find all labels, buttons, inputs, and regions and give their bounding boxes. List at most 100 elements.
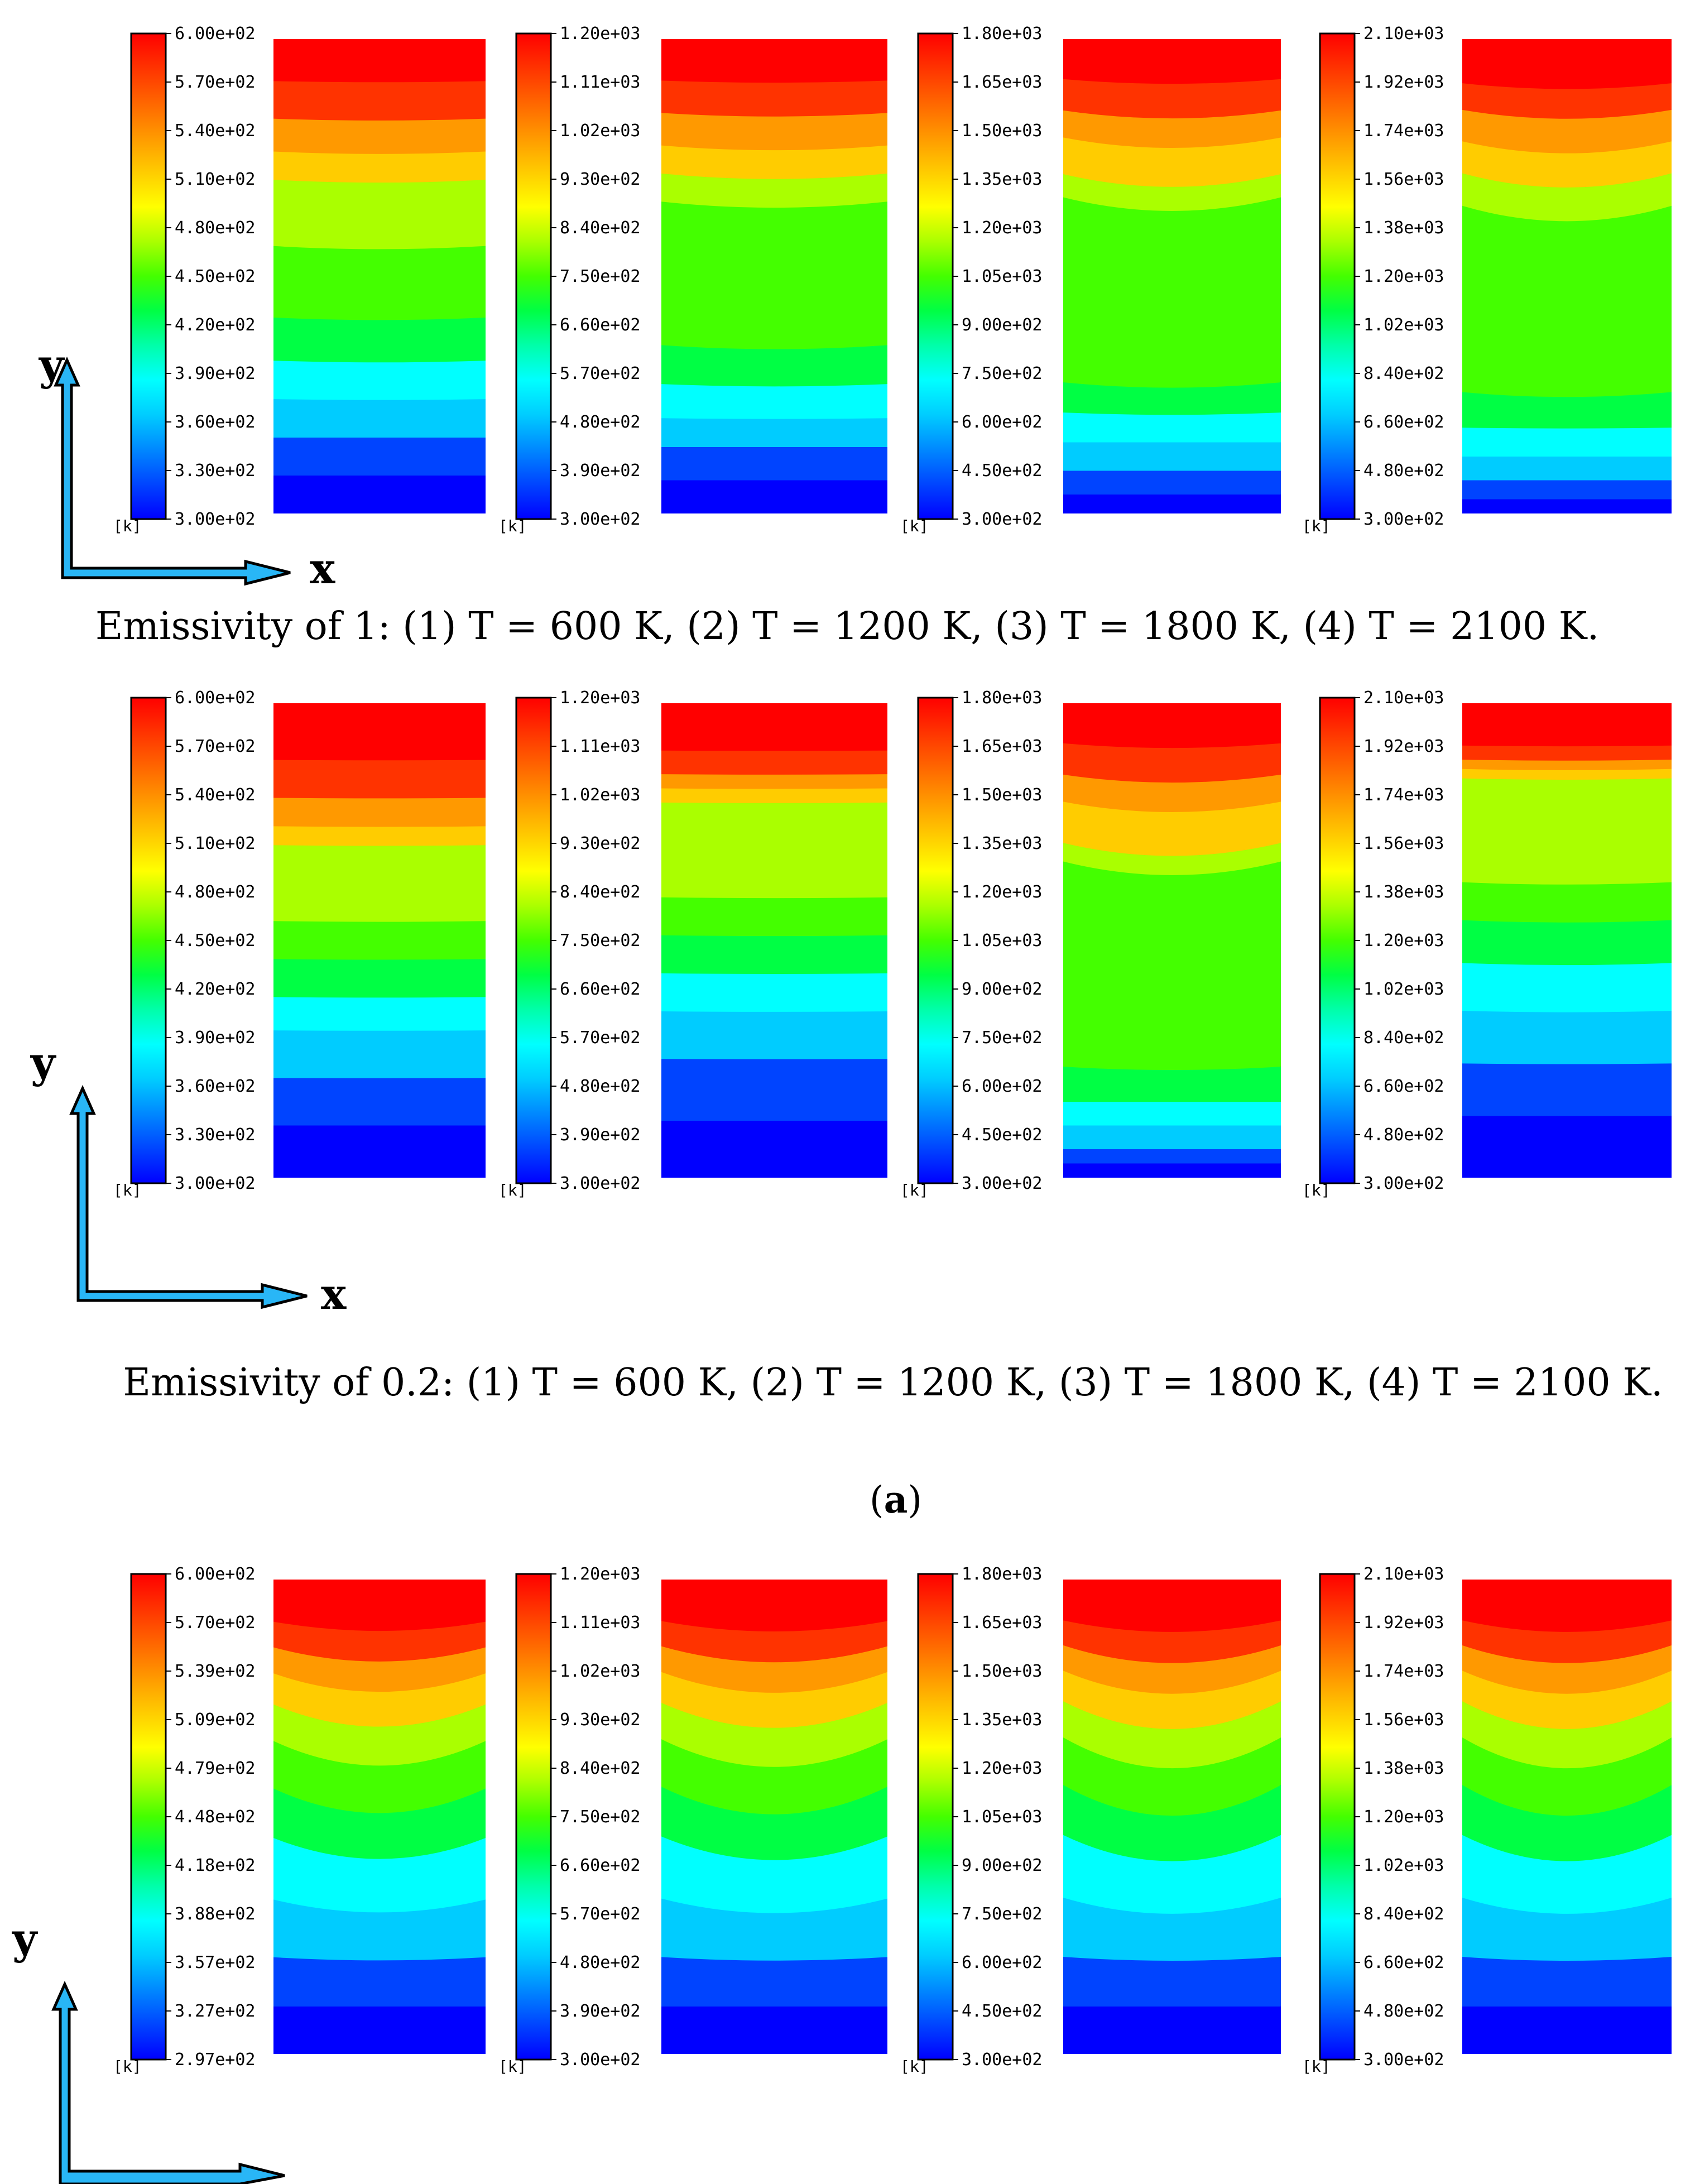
colorbar-tick-label: 1.80e+03 — [962, 688, 1043, 708]
colorbar-tick-label: 1.20e+03 — [962, 882, 1043, 902]
panel-label-letter: a — [884, 1478, 908, 1521]
colorbar-tick-label: 3.00e+02 — [1363, 510, 1444, 529]
colorbar-tick-label: 6.00e+02 — [962, 1953, 1043, 1972]
svg-text:(a): (a) — [870, 1478, 922, 1521]
colorbar-tick-label: 6.60e+02 — [1363, 412, 1444, 432]
colorbar-unit-label: [k] — [900, 517, 929, 535]
colorbar-tick-label: 1.02e+03 — [560, 1662, 641, 1681]
contour-plot — [661, 703, 887, 1178]
colorbar-tick-label: 1.50e+03 — [962, 121, 1043, 141]
colorbar-tick-label: 1.92e+03 — [1363, 737, 1444, 756]
colorbar-tick-label: 1.20e+03 — [962, 218, 1043, 238]
colorbar-tick-label: 1.50e+03 — [962, 1662, 1043, 1681]
colorbar-unit-label: [k] — [498, 517, 527, 535]
colorbar-tick-label: 1.20e+03 — [560, 24, 641, 44]
colorbar-tick-label: 1.65e+03 — [962, 737, 1043, 756]
colorbar-tick-label: 1.05e+03 — [962, 1807, 1043, 1827]
colorbar-tick-label: 8.40e+02 — [560, 1759, 641, 1778]
colorbar — [917, 697, 954, 1184]
colorbar-tick-label: 4.80e+02 — [175, 882, 256, 902]
colorbar-tick-label: 5.40e+02 — [175, 785, 256, 805]
colorbar-tick-label: 9.00e+02 — [962, 315, 1043, 335]
contour-band — [661, 703, 887, 751]
colorbar-tick-label: 3.00e+02 — [962, 510, 1043, 529]
colorbar-tick-label: 9.00e+02 — [962, 1856, 1043, 1875]
colorbar-tick-label: 5.70e+02 — [175, 737, 256, 756]
colorbar-tick-label: 4.48e+02 — [175, 1807, 256, 1827]
colorbar-unit-label: [k] — [113, 1181, 142, 1199]
colorbar-tick-label: 3.00e+02 — [175, 510, 256, 529]
colorbar-tick-label: 5.10e+02 — [175, 170, 256, 189]
colorbar-tick-label: 2.10e+03 — [1363, 1564, 1444, 1584]
colorbar-tick-label: 3.90e+02 — [175, 1028, 256, 1048]
colorbar-tick-label: 5.70e+02 — [560, 1904, 641, 1924]
colorbar-tick-label: 3.60e+02 — [175, 1077, 256, 1096]
colorbar-tick-label: 3.00e+02 — [1363, 2050, 1444, 2070]
contour-band — [661, 1580, 887, 1631]
colorbar-tick-label: 4.80e+02 — [560, 1953, 641, 1972]
colorbar-tick-label: 5.39e+02 — [175, 1662, 256, 1681]
colorbar-tick-label: 1.02e+03 — [1363, 980, 1444, 999]
colorbar-tick-label: 5.70e+02 — [560, 364, 641, 383]
colorbar-tick-label: 6.00e+02 — [175, 24, 256, 44]
colorbar-tick-label: 3.00e+02 — [962, 1174, 1043, 1193]
colorbar-tick-label: 1.74e+03 — [1363, 785, 1444, 805]
contour-plot — [1063, 39, 1281, 513]
colorbar-tick-label: 6.60e+02 — [1363, 1953, 1444, 1972]
axis-y-label: y — [12, 1914, 38, 1964]
panel-label-a: (a) — [870, 1478, 922, 1521]
contour-band — [1462, 39, 1672, 89]
colorbar-tick-label: 1.38e+03 — [1363, 218, 1444, 238]
axis-x-label: x — [321, 1269, 347, 1319]
colorbar-tick-label: 3.00e+02 — [560, 2050, 641, 2070]
colorbar-tick-label: 1.20e+03 — [560, 688, 641, 708]
colorbar-tick-label: 2.97e+02 — [175, 2050, 256, 2070]
contour-plot — [273, 703, 486, 1178]
colorbar-tick-label: 6.60e+02 — [560, 980, 641, 999]
colorbar-tick-label: 3.90e+02 — [560, 2001, 641, 2021]
colorbar-tick-label: 4.80e+02 — [1363, 2001, 1444, 2021]
contour-band — [661, 39, 887, 83]
colorbar-tick-label: 3.27e+02 — [175, 2001, 256, 2021]
colorbar-tick-label: 1.92e+03 — [1363, 73, 1444, 92]
colorbar-tick-label: 3.00e+02 — [560, 1174, 641, 1193]
colorbar-tick-label: 1.35e+03 — [962, 170, 1043, 189]
colorbar — [130, 1573, 167, 2061]
colorbar-tick-label: 5.10e+02 — [175, 834, 256, 853]
colorbar-tick-label: 4.80e+02 — [1363, 1125, 1444, 1145]
colorbar-tick-label: 5.70e+02 — [175, 73, 256, 92]
colorbar-tick-label: 1.02e+03 — [560, 121, 641, 141]
colorbar — [130, 32, 167, 520]
row-emissivity-1: 6.00e+02 5.70e+02 5.40e+02 5.10e+02 4.80e+02… — [113, 24, 1672, 535]
colorbar-tick-label: 3.90e+02 — [560, 461, 641, 481]
colorbar-tick-label: 1.35e+03 — [962, 834, 1043, 853]
contour-band — [273, 39, 486, 83]
axis-y-label: y — [39, 340, 65, 390]
axis-y-arrow — [69, 1084, 308, 1309]
colorbar-tick-label: 4.79e+02 — [175, 1759, 256, 1778]
contour-plot — [661, 39, 887, 513]
colorbar-tick-label: 4.50e+02 — [962, 2001, 1043, 2021]
contour-band — [1063, 39, 1281, 84]
colorbar-tick-label: 7.50e+02 — [962, 1904, 1043, 1924]
colorbar — [1319, 32, 1356, 520]
colorbar-unit-label: [k] — [1302, 517, 1331, 535]
colorbar-tick-label: 1.65e+03 — [962, 73, 1043, 92]
contour-band — [273, 1580, 486, 1631]
colorbar-tick-label: 1.11e+03 — [560, 1613, 641, 1633]
axis-indicator-row-1: y x — [39, 340, 335, 593]
colorbar — [917, 32, 954, 520]
colorbar-tick-label: 1.38e+03 — [1363, 882, 1444, 902]
colorbar-tick-label: 6.00e+02 — [175, 1564, 256, 1584]
contour-band — [1462, 703, 1672, 747]
colorbar-tick-label: 5.70e+02 — [560, 1028, 641, 1048]
caption-emissivity-0.2: Emissivity of 0.2: (1) T = 600 K, (2) T … — [123, 1361, 1663, 1405]
colorbar-unit-label: [k] — [113, 517, 142, 535]
colorbar-unit-label: [k] — [1302, 2057, 1331, 2076]
contour-plot — [1462, 39, 1672, 513]
colorbar-tick-label: 2.10e+03 — [1363, 688, 1444, 708]
row-emissivity-0.2: 6.00e+02 5.70e+02 5.40e+02 5.10e+02 4.80e+02… — [113, 688, 1672, 1199]
contour-band — [1063, 1580, 1281, 1632]
colorbar-tick-label: 1.02e+03 — [1363, 315, 1444, 335]
